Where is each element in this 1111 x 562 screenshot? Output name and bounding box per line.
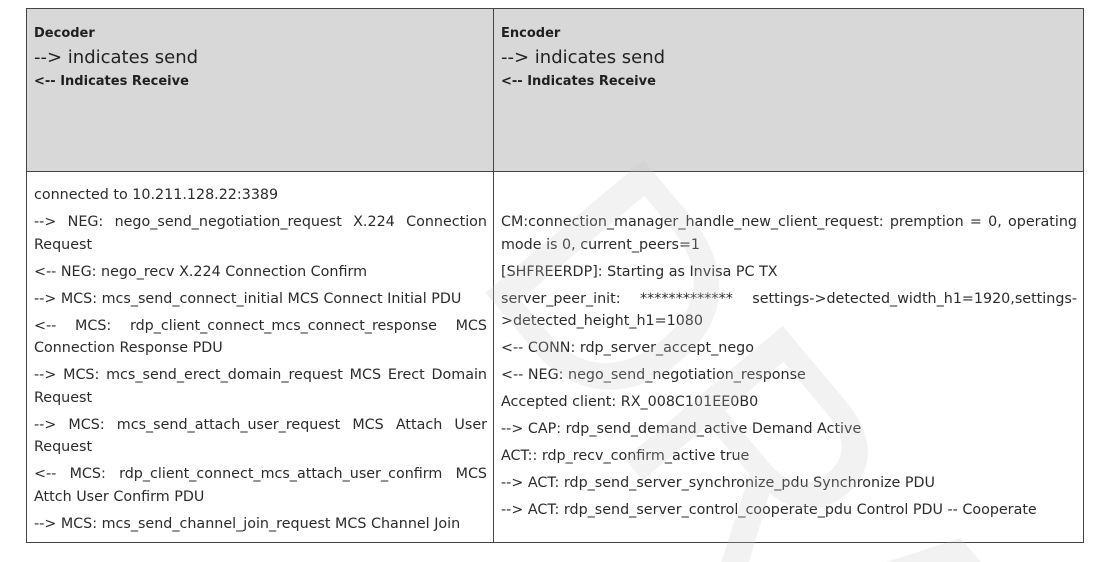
decoder-log-line: <-- MCS: rdp_client_connect_mcs_attach_u… [34,466,487,505]
log-comparison-table: Decoder --> indicates send <-- Indicates… [26,8,1084,543]
decoder-title: Decoder [34,26,95,41]
encoder-recv-note: <-- Indicates Receive [501,74,656,89]
column-divider [493,9,494,542]
encoder-log-line: ACT:: rdp_recv_confirm_active true [501,448,750,464]
decoder-log-line: connected to 10.211.128.22:3389 [34,187,279,203]
encoder-log-line: --> ACT: rdp_send_server_synchronize_pdu… [501,475,935,491]
encoder-log: CM:connection_manager_handle_new_client_… [494,211,1083,526]
encoder-log-line: <-- CONN: rdp_server_accept_nego [501,340,754,356]
encoder-log-line: Accepted client: RX_008C101EE0B0 [501,394,759,410]
encoder-header: Encoder --> indicates send <-- Indicates… [494,9,1083,171]
encoder-log-line: CM:connection_manager_handle_new_client_… [501,214,1077,253]
decoder-log-line: --> MCS: mcs_send_connect_initial MCS Co… [34,290,462,307]
decoder-log-line: --> MCS: mcs_send_attach_user_request MC… [34,416,487,456]
decoder-log-line: --> MCS: mcs_send_channel_join_request M… [34,515,461,532]
decoder-send-note: --> indicates send [34,47,199,68]
header-divider [27,171,1083,172]
encoder-log-line: --> ACT: rdp_send_server_control_coopera… [501,502,1037,518]
decoder-log-line: <-- NEG: nego_recv X.224 Connection Conf… [34,263,368,280]
decoder-header: Decoder --> indicates send <-- Indicates… [27,9,493,171]
decoder-log: connected to 10.211.128.22:3389 --> NEG:… [27,184,493,540]
encoder-log-line: <-- NEG: nego_send_negotiation_response [501,367,806,383]
decoder-log-line: --> NEG: nego_send_negotiation_request X… [34,214,487,253]
encoder-log-line: server_peer_init: ************* settings… [501,290,1077,330]
encoder-title: Encoder [501,26,561,41]
decoder-log-line: <-- MCS: rdp_client_connect_mcs_connect_… [34,317,487,357]
decoder-recv-note: <-- Indicates Receive [34,74,189,89]
encoder-log-line: --> CAP: rdp_send_demand_active Demand A… [501,421,862,437]
encoder-send-note: --> indicates send [501,47,666,68]
decoder-log-line: --> MCS: mcs_send_erect_domain_request M… [34,367,487,406]
encoder-log-line: [SHFREERDP]: Starting as Invisa PC TX [501,263,778,280]
